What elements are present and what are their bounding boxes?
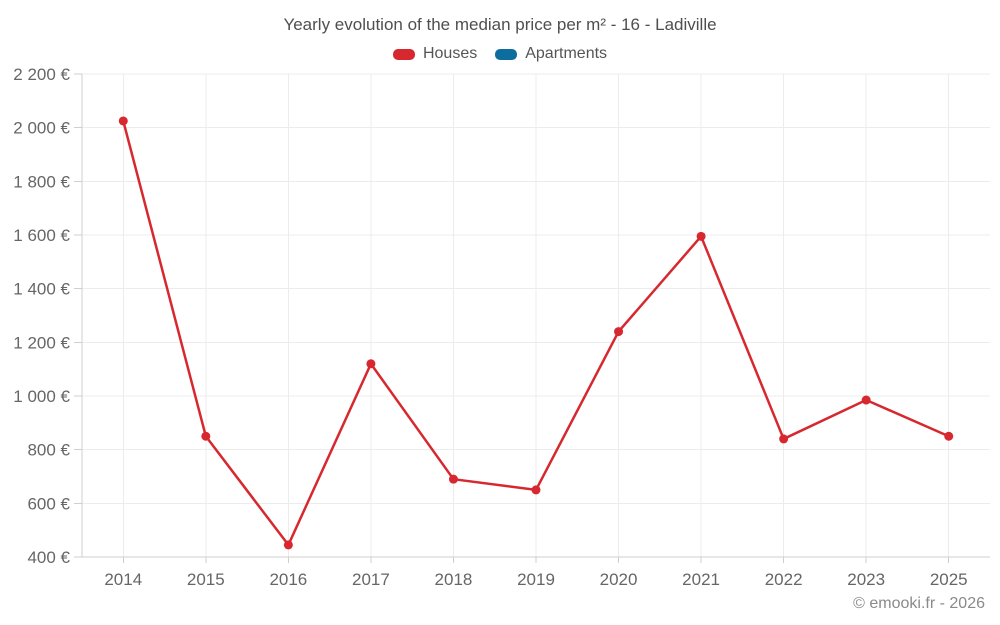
x-tick-label: 2023 xyxy=(847,570,885,589)
x-tick-label: 2025 xyxy=(930,570,968,589)
y-tick-label: 600 € xyxy=(27,494,70,513)
chart-title: Yearly evolution of the median price per… xyxy=(283,15,717,34)
x-tick-label: 2020 xyxy=(600,570,638,589)
houses-data-point[interactable] xyxy=(944,431,954,441)
houses-data-point[interactable] xyxy=(531,485,541,495)
houses-data-point[interactable] xyxy=(366,359,376,369)
legend-label-houses: Houses xyxy=(422,45,478,62)
x-tick-label: 2019 xyxy=(517,570,555,589)
y-tick-label: 1 200 € xyxy=(13,333,70,352)
legend-swatch-houses-icon xyxy=(392,48,415,60)
houses-data-point[interactable] xyxy=(696,231,706,241)
x-tick-label: 2022 xyxy=(765,570,803,589)
y-tick-label: 1 800 € xyxy=(13,172,70,191)
y-tick-label: 1 600 € xyxy=(13,226,70,245)
y-tick-label: 400 € xyxy=(27,548,70,567)
x-tick-label: 2018 xyxy=(435,570,473,589)
houses-data-point[interactable] xyxy=(779,434,789,444)
houses-data-point[interactable] xyxy=(118,116,128,126)
houses-data-point[interactable] xyxy=(861,395,871,405)
houses-data-point[interactable] xyxy=(201,431,211,441)
x-tick-label: 2016 xyxy=(269,570,307,589)
y-tick-label: 2 000 € xyxy=(13,119,70,138)
legend-item-apartments[interactable]: Apartments xyxy=(495,45,607,63)
x-tick-label: 2015 xyxy=(187,570,225,589)
x-tick-label: 2014 xyxy=(104,570,142,589)
y-tick-label: 1 000 € xyxy=(13,387,70,406)
legend: Houses Apartments xyxy=(0,45,1000,63)
legend-swatch-apartments-icon xyxy=(495,48,518,60)
legend-label-apartments: Apartments xyxy=(525,45,608,62)
houses-data-point[interactable] xyxy=(283,540,293,550)
houses-data-point[interactable] xyxy=(448,474,458,484)
copyright: © emooki.fr - 2026 xyxy=(853,595,985,612)
y-tick-label: 800 € xyxy=(27,441,70,460)
legend-item-houses[interactable]: Houses xyxy=(392,45,478,63)
y-tick-label: 2 200 € xyxy=(13,65,70,84)
x-tick-label: 2017 xyxy=(352,570,390,589)
x-tick-label: 2021 xyxy=(682,570,720,589)
houses-data-point[interactable] xyxy=(614,327,624,337)
y-tick-label: 1 400 € xyxy=(13,280,70,299)
